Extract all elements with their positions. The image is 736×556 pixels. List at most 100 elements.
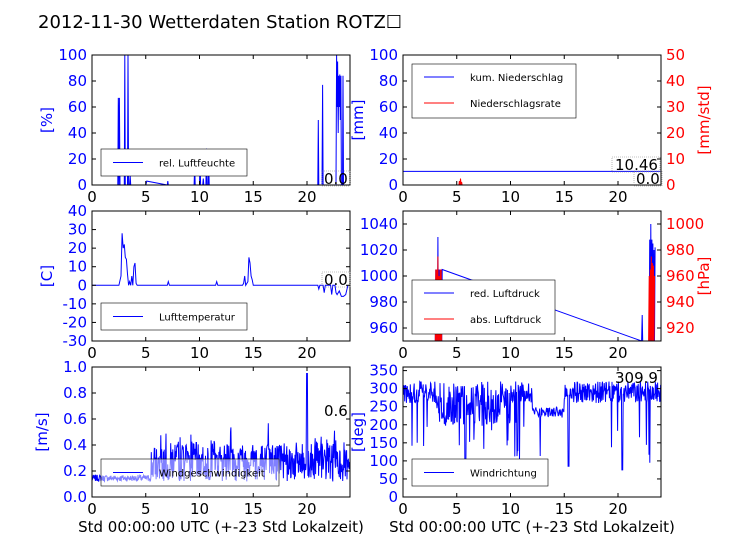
x-tick-label: 10 [501, 188, 520, 206]
y-tick-label: 100 [369, 452, 398, 470]
x-tick-label: 0 [398, 500, 408, 518]
legend: Windrichtung [411, 458, 549, 487]
x-tick-label: 5 [452, 344, 462, 362]
legend: rel. Luftfeuchte [100, 148, 248, 177]
series-group [434, 223, 656, 341]
series-group [403, 380, 661, 474]
y-tick-label: 1.0 [63, 358, 87, 376]
legend-entry: Lufttemperatur [159, 313, 236, 324]
x-tick-label: 10 [190, 500, 209, 518]
legend: red. Luftdruck abs. Luftdruck [411, 279, 556, 335]
legend-entry: Niederschlagsrate [470, 99, 561, 110]
annotation-box [611, 156, 661, 173]
chart-pressure: 0 5 10 15 20 960 980 1000 1020 1040 920 940 960 980 10… [360, 210, 713, 362]
x-tick-label: 0 [87, 344, 97, 362]
x-tick-label: 5 [141, 188, 151, 206]
y-tick-label: 20 [68, 239, 87, 257]
y-right-axis-label: [hPa] [695, 257, 713, 296]
y-tick-label: 1020 [360, 241, 398, 259]
annotation-label: 0.0 [324, 170, 348, 188]
legend-entry: kum. Niederschlag [470, 73, 563, 84]
y-axis-label: [mm] [349, 100, 367, 141]
y-tick-label: 0 [77, 176, 87, 194]
x-tick-label: 5 [452, 188, 462, 206]
x-tick-label: 5 [141, 500, 151, 518]
x-tick-label: 20 [608, 188, 627, 206]
annotation-box [321, 170, 351, 187]
annotation-label: 0.6 [324, 402, 348, 420]
y-right-tick-label: 10 [666, 150, 685, 168]
page-title: 2012-11-30 Wetterdaten Station ROTZ☐ [38, 12, 402, 33]
plot-frame [402, 54, 662, 186]
y-tick-label: 40 [379, 124, 398, 142]
annotation-label: 309.9 [615, 369, 658, 387]
legend-box [411, 63, 577, 119]
y-tick-label: 20 [379, 150, 398, 168]
x-tick-label: 15 [244, 500, 263, 518]
y-tick-label: 60 [379, 98, 398, 116]
plot-frame [402, 366, 662, 498]
y-tick-label: -10 [63, 295, 88, 313]
y-tick-label: 980 [369, 293, 398, 311]
x-tick-label: 0 [87, 188, 97, 206]
x-axis-label: Std 00:00:00 UTC (+-23 Std Lokalzeit) [389, 518, 675, 536]
series-group [403, 170, 661, 185]
y-tick-label: 0 [388, 488, 398, 506]
y-tick-label: 300 [369, 380, 398, 398]
y-tick-label: 0.2 [63, 462, 87, 480]
y-tick-label: 0 [77, 276, 87, 294]
x-tick-label: 10 [501, 500, 520, 518]
y-right-tick-label: 50 [666, 46, 685, 64]
series-line [92, 233, 349, 297]
y-tick-label: 960 [369, 319, 398, 337]
series-line [403, 178, 661, 185]
x-tick-label: 0 [398, 344, 408, 362]
y-axis-label: [deg] [349, 412, 367, 452]
annotation-box [321, 271, 351, 288]
x-tick-label: 15 [555, 188, 574, 206]
plot-frame [91, 54, 351, 186]
y-right-tick-label: 1000 [666, 215, 704, 233]
legend: kum. Niederschlag Niederschlagsrate [411, 63, 577, 119]
series-line [403, 380, 661, 474]
y-tick-label: 250 [369, 398, 398, 416]
y-right-tick-label: 40 [666, 72, 685, 90]
x-tick-label: 20 [297, 500, 316, 518]
y-tick-label: 0.0 [63, 488, 87, 506]
x-tick-label: 20 [297, 344, 316, 362]
x-tick-label: 15 [555, 500, 574, 518]
y-tick-label: 0.6 [63, 410, 87, 428]
y-tick-label: 200 [369, 416, 398, 434]
x-tick-label: 15 [555, 344, 574, 362]
y-right-tick-label: 20 [666, 124, 685, 142]
legend-entry: red. Luftdruck [470, 289, 540, 300]
x-tick-label: 0 [398, 188, 408, 206]
chart-precip: 0 5 10 15 20 0 20 40 60 80 100 0 10 20 30 40 50 [mm] [mm/s… [349, 46, 713, 206]
x-tick-label: 10 [190, 188, 209, 206]
x-tick-label: 0 [87, 500, 97, 518]
y-axis-label: [%] [38, 107, 56, 133]
x-tick-label: 20 [608, 500, 627, 518]
y-tick-label: 10 [68, 258, 87, 276]
legend-entry: Windrichtung [470, 469, 537, 480]
y-right-tick-label: 920 [666, 319, 695, 337]
y-tick-label: 80 [379, 72, 398, 90]
y-tick-label: 40 [68, 124, 87, 142]
y-tick-label: 350 [369, 362, 398, 380]
x-tick-label: 20 [608, 344, 627, 362]
y-right-tick-label: 0 [666, 176, 676, 194]
legend: Lufttemperatur [100, 302, 248, 331]
x-tick-label: 5 [452, 500, 462, 518]
y-tick-label: 1000 [360, 267, 398, 285]
y-right-tick-label: 940 [666, 293, 695, 311]
y-tick-label: 0.8 [63, 384, 87, 402]
y-tick-label: 150 [369, 434, 398, 452]
legend: Windgeschwindigkeit [100, 458, 280, 487]
y-tick-label: 30 [68, 221, 87, 239]
plot-frame [91, 366, 351, 498]
annotation-label: 0.0 [636, 170, 660, 188]
y-tick-label: 0 [388, 176, 398, 194]
